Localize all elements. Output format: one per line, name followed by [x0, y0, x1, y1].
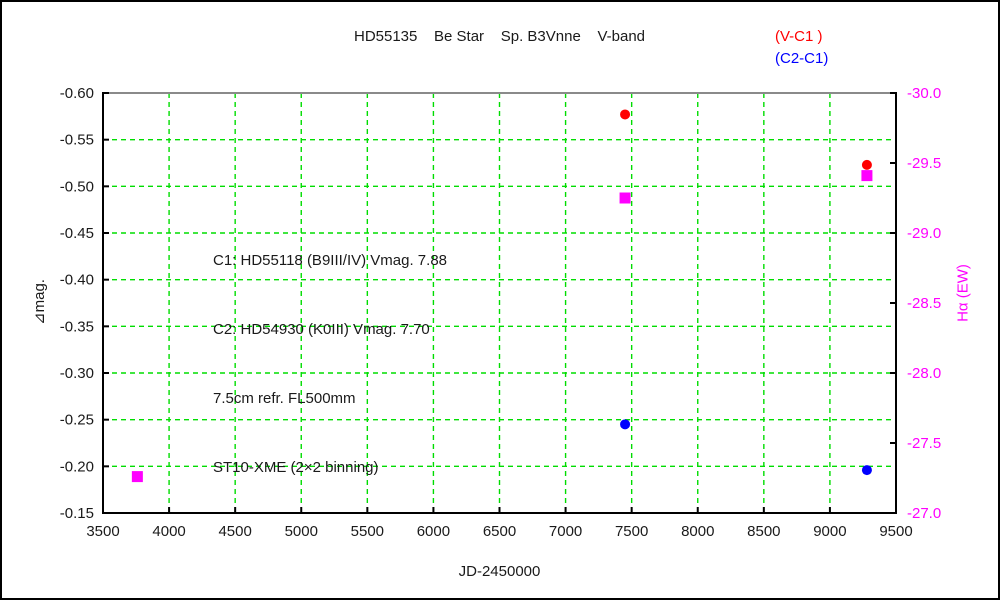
chart-title: HD55135 Be Star Sp. B3Vnne V-band — [353, 28, 645, 45]
x-tick-label: 4000 — [152, 523, 185, 540]
y-left-tick-label: -0.35 — [60, 318, 94, 335]
x-tick-label: 6000 — [417, 523, 450, 540]
y-right-tick-label: -30.0 — [907, 85, 941, 102]
x-tick-label: 9500 — [879, 523, 912, 540]
data-point-square — [861, 170, 873, 182]
y-right-tick-label: -29.0 — [907, 225, 941, 242]
x-tick-label: 9000 — [813, 523, 846, 540]
legend-entry-v-c1: (V-C1 ) — [775, 28, 823, 45]
annotation-line-c2: C2: HD54930 (K0III) Vmag. 7.70 — [213, 321, 430, 338]
x-tick-label: 7000 — [549, 523, 582, 540]
y-right-tick-label: -28.0 — [907, 365, 941, 382]
x-tick-label: 8000 — [681, 523, 714, 540]
data-point-square — [131, 471, 143, 483]
legend-entry-c2-c1: (C2-C1) — [775, 50, 829, 67]
x-tick-label: 7500 — [615, 523, 648, 540]
data-point-square — [619, 192, 631, 204]
y-left-tick-label: -0.55 — [60, 132, 94, 149]
y-right-tick-label: -27.5 — [907, 435, 941, 452]
data-point-circle — [861, 465, 872, 476]
x-tick-label: 5500 — [351, 523, 384, 540]
x-tick-label: 4500 — [218, 523, 251, 540]
y-left-tick-label: -0.45 — [60, 225, 94, 242]
annotation-line-camera: ST10-XME (2×2 binning) — [213, 459, 379, 476]
data-point-circle — [620, 109, 631, 120]
y-right-tick-label: -28.5 — [907, 295, 941, 312]
x-tick-label: 8500 — [747, 523, 780, 540]
x-tick-label: 6500 — [483, 523, 516, 540]
y-right-tick-label: -29.5 — [907, 155, 941, 172]
y-left-tick-label: -0.30 — [60, 365, 94, 382]
x-axis-title: JD-2450000 — [458, 563, 541, 580]
annotation-line-c1: C1: HD55118 (B9III/IV) Vmag. 7.88 — [213, 252, 448, 269]
annotation-line-telescope: 7.5cm refr. FL500mm — [213, 390, 356, 407]
x-tick-label: 3500 — [86, 523, 119, 540]
chart-legend: (V-C1 ) (C2-C1) — [775, 26, 828, 70]
y-axis-title-left: ⊿mag. — [31, 279, 48, 325]
y-right-tick-label: -27.0 — [907, 505, 941, 522]
y-left-tick-label: -0.15 — [60, 505, 94, 522]
annotation-block: C1: HD55118 (B9III/IV) Vmag. 7.88 C2: HD… — [213, 203, 447, 525]
data-point-circle — [861, 159, 872, 170]
y-left-tick-label: -0.20 — [60, 458, 94, 475]
y-left-tick-label: -0.50 — [60, 178, 94, 195]
y-axis-title-right: Hα (EW) — [954, 264, 972, 322]
data-point-circle — [620, 419, 631, 430]
y-left-tick-label: -0.25 — [60, 412, 94, 429]
x-tick-label: 5000 — [285, 523, 318, 540]
y-left-tick-label: -0.40 — [60, 272, 94, 289]
y-left-tick-label: -0.60 — [60, 85, 94, 102]
